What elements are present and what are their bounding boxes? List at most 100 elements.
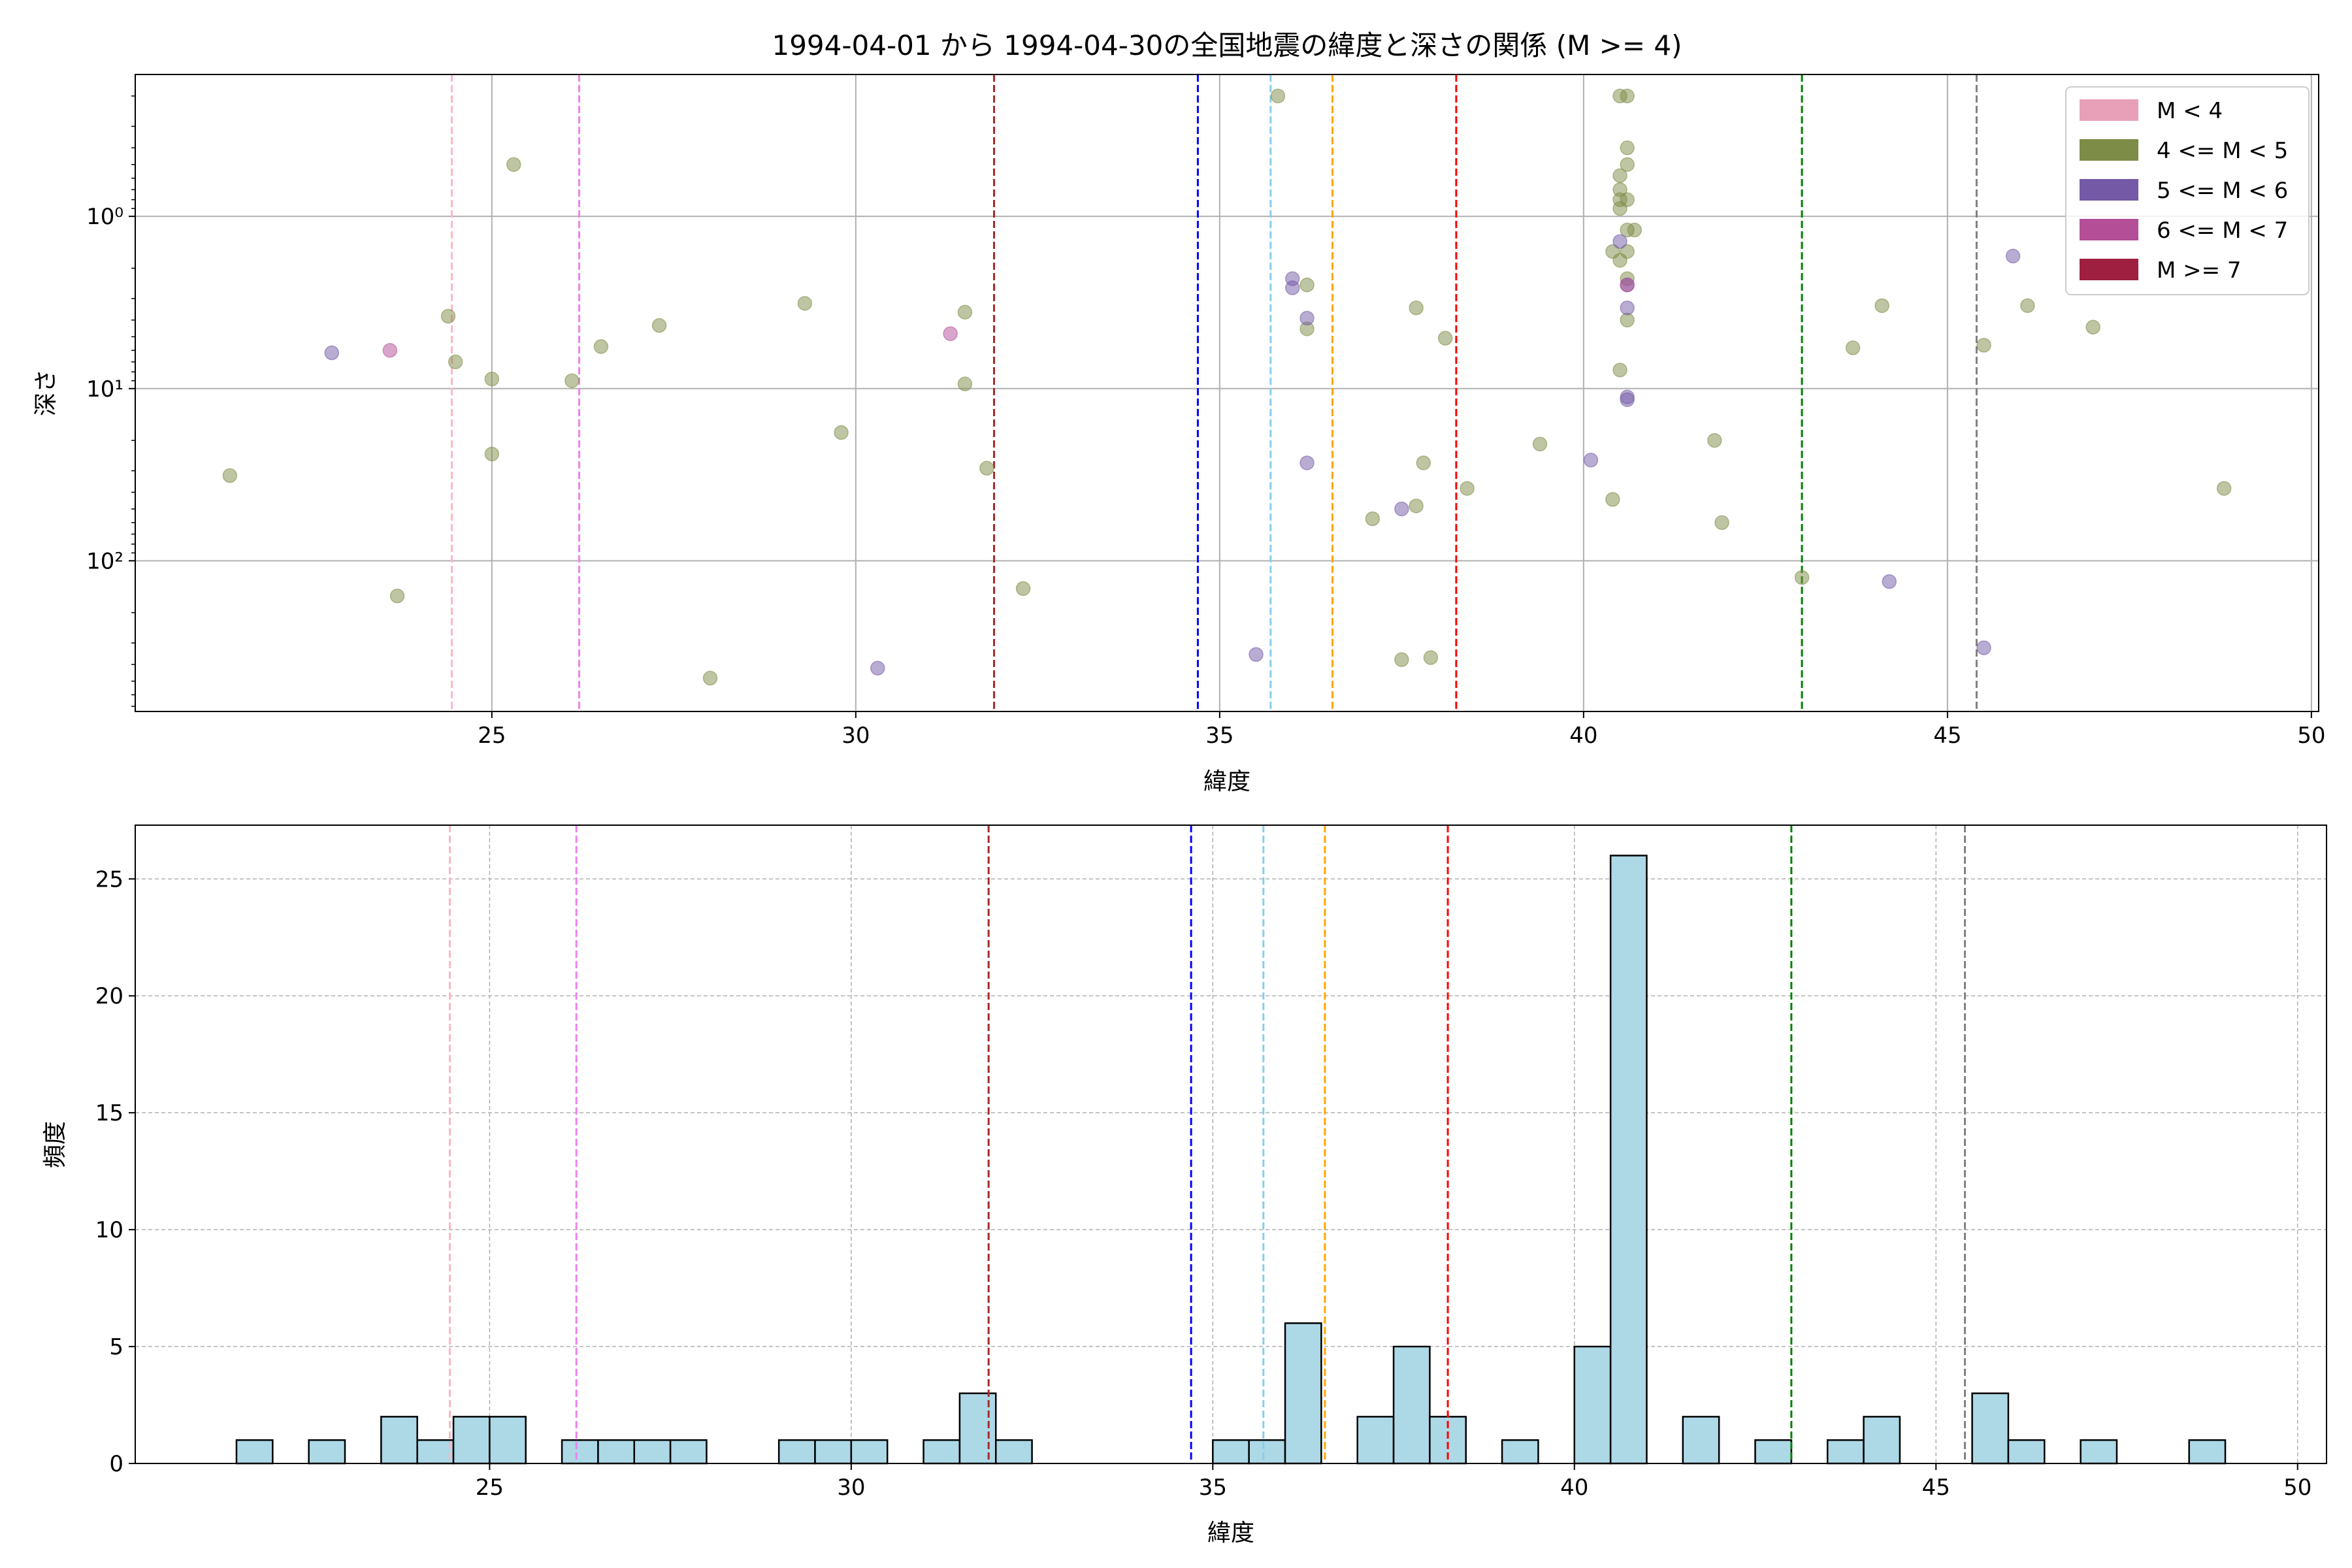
scatter-x-tick-label: 30 bbox=[841, 723, 870, 749]
histogram-bar bbox=[561, 1439, 599, 1465]
histogram-bar bbox=[1284, 1322, 1322, 1465]
scatter-point bbox=[979, 461, 994, 476]
scatter-point bbox=[1299, 455, 1315, 470]
scatter-point bbox=[1620, 140, 1635, 155]
histogram-y-tick-label: 5 bbox=[109, 1334, 123, 1360]
legend-label: M >= 7 bbox=[2157, 257, 2242, 284]
histogram-bar bbox=[1356, 1416, 1395, 1465]
histogram-y-tick-label: 25 bbox=[95, 866, 123, 892]
histogram-bar bbox=[380, 1416, 418, 1465]
histogram-bar bbox=[308, 1439, 346, 1465]
legend-swatch bbox=[2080, 139, 2138, 161]
histogram-x-tick-label: 25 bbox=[476, 1475, 504, 1501]
scatter-x-tick-label: 35 bbox=[1205, 723, 1233, 749]
histogram-bar bbox=[814, 1439, 853, 1465]
scatter-x-ticks: 25 30 35 40 45 50 bbox=[478, 711, 2325, 749]
scatter-point bbox=[1270, 88, 1286, 104]
scatter-y-tick-label: 10¹ bbox=[86, 376, 123, 402]
scatter-point bbox=[1620, 277, 1635, 293]
scatter-point bbox=[1249, 647, 1264, 662]
scatter-point bbox=[506, 157, 521, 172]
histogram-x-tick-label: 50 bbox=[2283, 1475, 2311, 1501]
scatter-point bbox=[2216, 481, 2232, 496]
scatter-x-tick-label: 45 bbox=[1933, 723, 1961, 749]
histogram-reference-lines bbox=[449, 825, 1967, 1463]
histogram-bar bbox=[2007, 1439, 2046, 1465]
histogram-y-ticks: 0 5 10 15 20 25 bbox=[95, 866, 135, 1477]
histogram-x-ticks: 25 30 35 40 45 50 bbox=[476, 1463, 2311, 1501]
scatter-point bbox=[1627, 222, 1642, 238]
scatter-point bbox=[1299, 277, 1315, 293]
scatter-gridlines bbox=[135, 74, 2319, 711]
scatter-point bbox=[593, 339, 609, 354]
histogram-bar bbox=[1609, 855, 1648, 1465]
histogram-y-tick-label: 0 bbox=[109, 1451, 123, 1477]
scatter-point bbox=[1620, 244, 1635, 259]
scatter-point bbox=[324, 345, 340, 361]
legend-label: 5 <= M < 6 bbox=[2157, 178, 2288, 204]
scatter-point bbox=[222, 468, 238, 483]
scatter-point bbox=[1620, 192, 1635, 207]
scatter-point bbox=[1437, 331, 1453, 346]
legend-entries: M < 4 4 <= M < 5 5 <= M < 6 6 <= M < 7 M >= … bbox=[2080, 98, 2288, 284]
scatter-point bbox=[389, 588, 405, 604]
scatter-point bbox=[957, 304, 973, 320]
scatter-point bbox=[1285, 280, 1300, 295]
histogram-bar bbox=[2188, 1439, 2227, 1465]
scatter-point bbox=[1620, 157, 1635, 172]
histogram-bar bbox=[633, 1439, 672, 1465]
scatter-point bbox=[1409, 498, 1424, 514]
histogram-x-tick-label: 30 bbox=[837, 1475, 865, 1501]
scatter-point bbox=[943, 326, 958, 341]
histogram-y-tick-label: 20 bbox=[95, 983, 123, 1009]
histogram-bar bbox=[958, 1392, 997, 1465]
scatter-point bbox=[1394, 652, 1409, 667]
histogram-bar bbox=[416, 1439, 455, 1465]
histogram-x-axis-label: 緯度 bbox=[1207, 1520, 1254, 1546]
scatter-point bbox=[1620, 312, 1635, 328]
scatter-point bbox=[1976, 338, 1991, 353]
scatter-x-tick-label: 40 bbox=[1569, 723, 1597, 749]
scatter-point bbox=[440, 308, 456, 324]
scatter-point bbox=[1714, 515, 1729, 531]
histogram-x-tick-label: 40 bbox=[1560, 1475, 1588, 1501]
scatter-point bbox=[1874, 298, 1889, 314]
histogram-axes-frame bbox=[135, 825, 2327, 1464]
scatter-point bbox=[1976, 640, 1991, 655]
histogram-bar bbox=[1248, 1439, 1286, 1465]
histogram-bar bbox=[1212, 1439, 1250, 1465]
histogram-bar bbox=[850, 1439, 889, 1465]
scatter-y-tick-label: 10² bbox=[86, 548, 123, 574]
scatter-point bbox=[1707, 433, 1722, 448]
scatter-point bbox=[870, 661, 885, 676]
scatter-points bbox=[222, 88, 2232, 686]
histogram-bar bbox=[597, 1439, 636, 1465]
scatter-point bbox=[1394, 501, 1409, 517]
histogram-bars bbox=[235, 855, 2227, 1465]
scatter-y-axis-label: 深さ bbox=[33, 369, 59, 416]
histogram-y-axis-label: 頻度 bbox=[42, 1121, 69, 1168]
scatter-panel: 25 30 35 40 45 50 10⁰ 10¹ 10² 緯度 深さ M < 4 4 <= M… bbox=[33, 74, 2325, 795]
histogram-bar bbox=[1826, 1439, 1865, 1465]
histogram-bar bbox=[1863, 1416, 1901, 1465]
scatter-x-tick-label: 25 bbox=[478, 723, 506, 749]
histogram-gridlines bbox=[135, 825, 2327, 1464]
scatter-point bbox=[957, 376, 973, 391]
legend-swatch bbox=[2080, 259, 2138, 280]
scatter-point bbox=[1365, 511, 1380, 527]
histogram-bar bbox=[1392, 1345, 1431, 1465]
scatter-point bbox=[1299, 310, 1315, 326]
histogram-x-tick-label: 35 bbox=[1199, 1475, 1227, 1501]
scatter-point bbox=[1532, 436, 1548, 451]
scatter-point bbox=[1882, 574, 1897, 589]
scatter-point bbox=[1612, 363, 1627, 378]
figure-title: 1994-04-01 から 1994-04-30の全国地震の緯度と深さの関係 (… bbox=[772, 29, 1682, 61]
scatter-point bbox=[1620, 301, 1635, 316]
histogram-y-tick-label: 10 bbox=[95, 1217, 123, 1243]
scatter-axes-frame bbox=[135, 74, 2319, 712]
scatter-point bbox=[1423, 650, 1439, 665]
scatter-point bbox=[1612, 234, 1627, 249]
histogram-bar bbox=[1573, 1345, 1612, 1465]
histogram-bar bbox=[1501, 1439, 1539, 1465]
